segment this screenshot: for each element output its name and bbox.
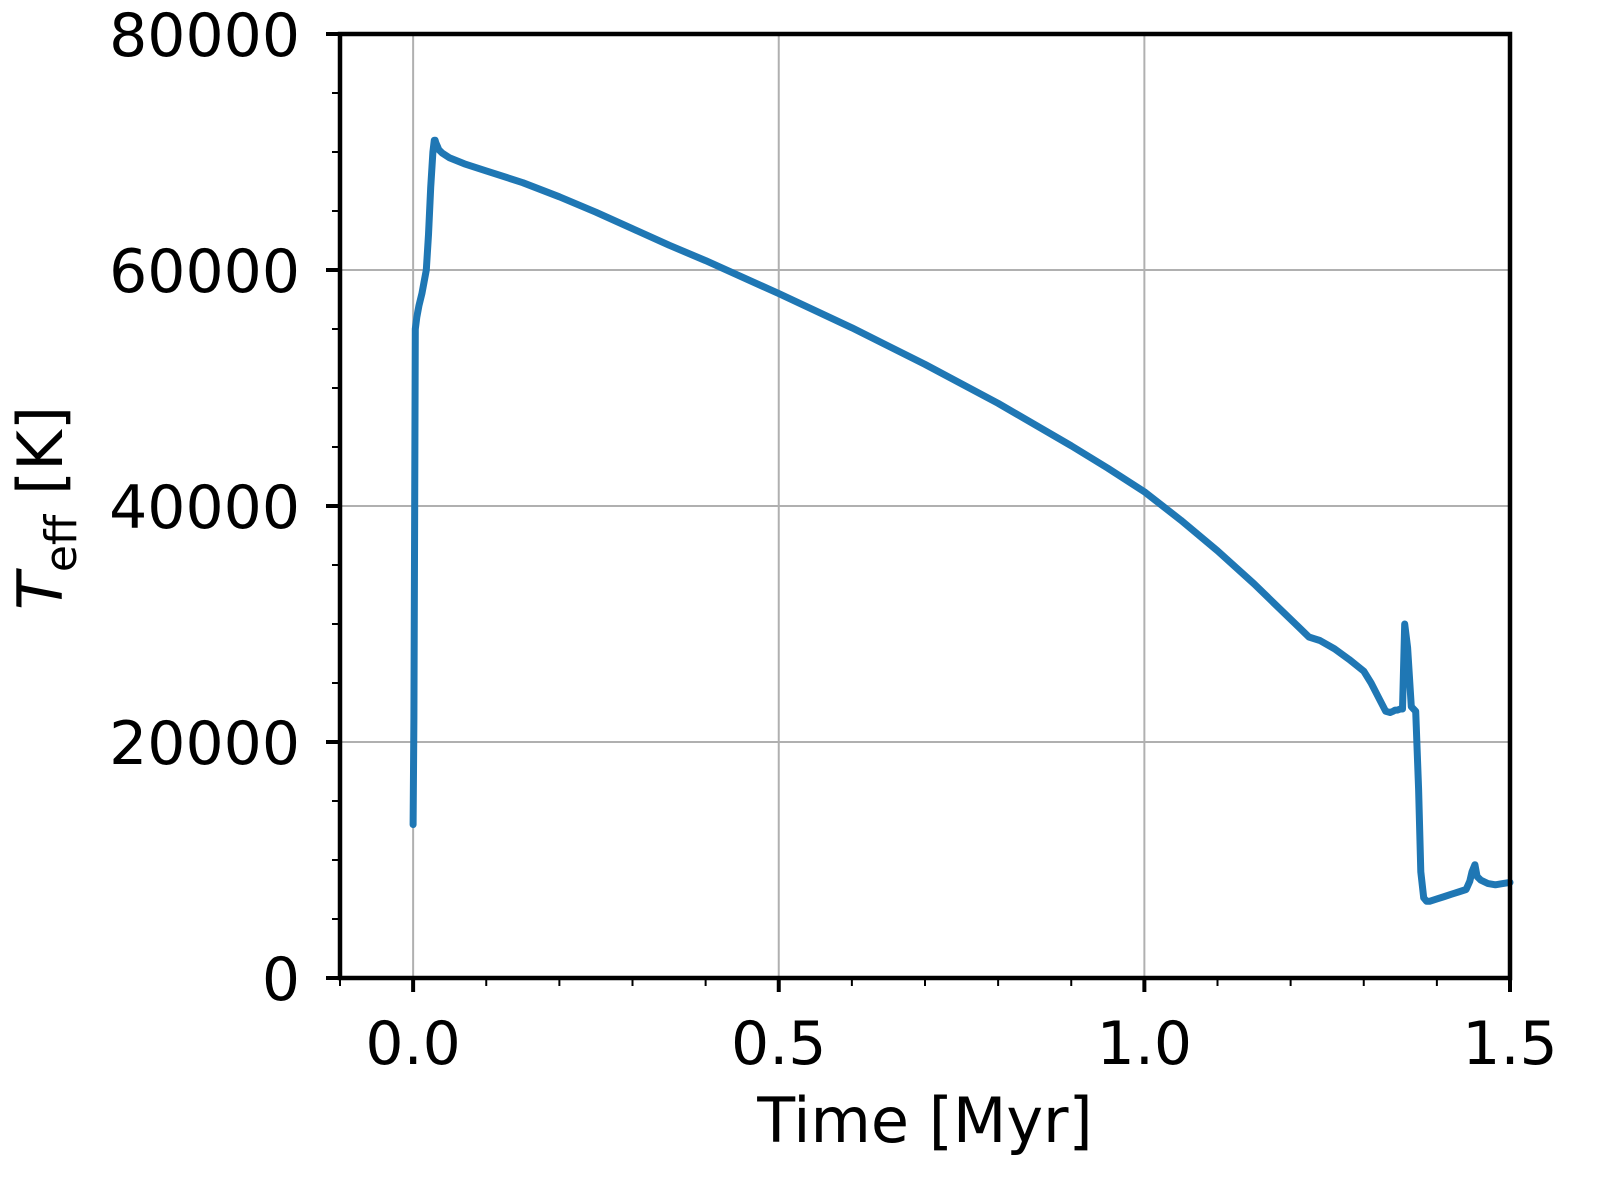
ticks — [326, 32, 1512, 992]
y-tick-label: 20000 — [109, 709, 300, 779]
series-line-1 — [409, 136, 1514, 905]
y-axis-symbol: T — [4, 568, 77, 610]
tick-labels: 0.0 0.5 1.0 1.5 0 20000 40000 60000 80000 — [109, 1, 1558, 1079]
grid — [340, 33, 1511, 979]
y-axis-subscript: eff — [36, 513, 87, 572]
x-tick-label: 1.0 — [1097, 1009, 1192, 1079]
series-layer — [409, 136, 1514, 905]
x-tick-label: 1.5 — [1462, 1009, 1557, 1079]
x-axis-label: Time [Myr] — [756, 1084, 1093, 1157]
y-tick-label: 80000 — [109, 1, 300, 71]
y-axis-unit: [K] — [4, 406, 77, 495]
y-tick-label: 40000 — [109, 473, 300, 543]
x-tick-label: 0.0 — [365, 1009, 460, 1079]
y-tick-label: 0 — [262, 945, 300, 1015]
y-axis-space — [4, 495, 77, 515]
y-axis-label: Teff [K] — [4, 406, 87, 610]
x-tick-label: 0.5 — [731, 1009, 826, 1079]
y-tick-label: 60000 — [109, 237, 300, 307]
